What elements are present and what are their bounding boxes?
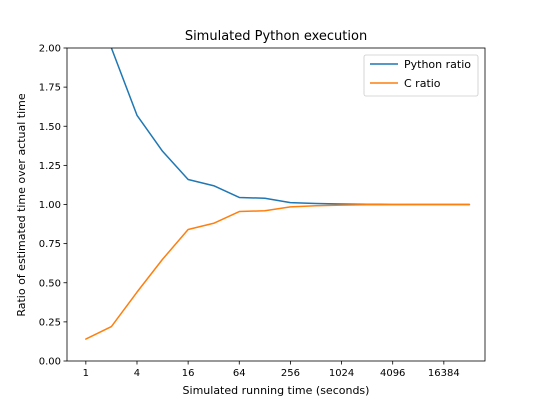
- chart-title: Simulated Python execution: [185, 29, 367, 44]
- legend-label-python: Python ratio: [404, 58, 471, 71]
- y-tick-label: 1.00: [39, 200, 61, 211]
- legend-box: [363, 54, 479, 97]
- x-tick-label: 16384: [428, 368, 460, 379]
- legend: Python ratio C ratio: [363, 54, 479, 97]
- y-tick-label: 1.50: [39, 122, 61, 133]
- x-tick-label: 4: [134, 368, 140, 379]
- y-tick-label: 0.25: [39, 317, 61, 328]
- y-tick-label: 1.25: [39, 161, 61, 172]
- x-tick-label: 4096: [380, 368, 405, 379]
- y-tick-label: 0.00: [39, 357, 61, 368]
- x-tick-label: 16: [182, 368, 195, 379]
- series-line-c: [85, 203, 471, 340]
- x-axis-label: Simulated running time (seconds): [183, 384, 370, 397]
- x-tick-label: 1024: [329, 368, 354, 379]
- y-tick-label: 0.75: [39, 239, 61, 250]
- y-axis-label: Ratio of estimated time over actual time: [15, 93, 28, 317]
- y-tick-label: 0.50: [39, 278, 61, 289]
- y-tick-label: 2.00: [39, 44, 61, 55]
- legend-label-c: C ratio: [404, 77, 441, 90]
- x-tick-label: 256: [281, 368, 300, 379]
- x-tick-label: 1: [83, 368, 89, 379]
- y-tick-label: 1.75: [39, 83, 61, 94]
- x-tick-label: 64: [233, 368, 246, 379]
